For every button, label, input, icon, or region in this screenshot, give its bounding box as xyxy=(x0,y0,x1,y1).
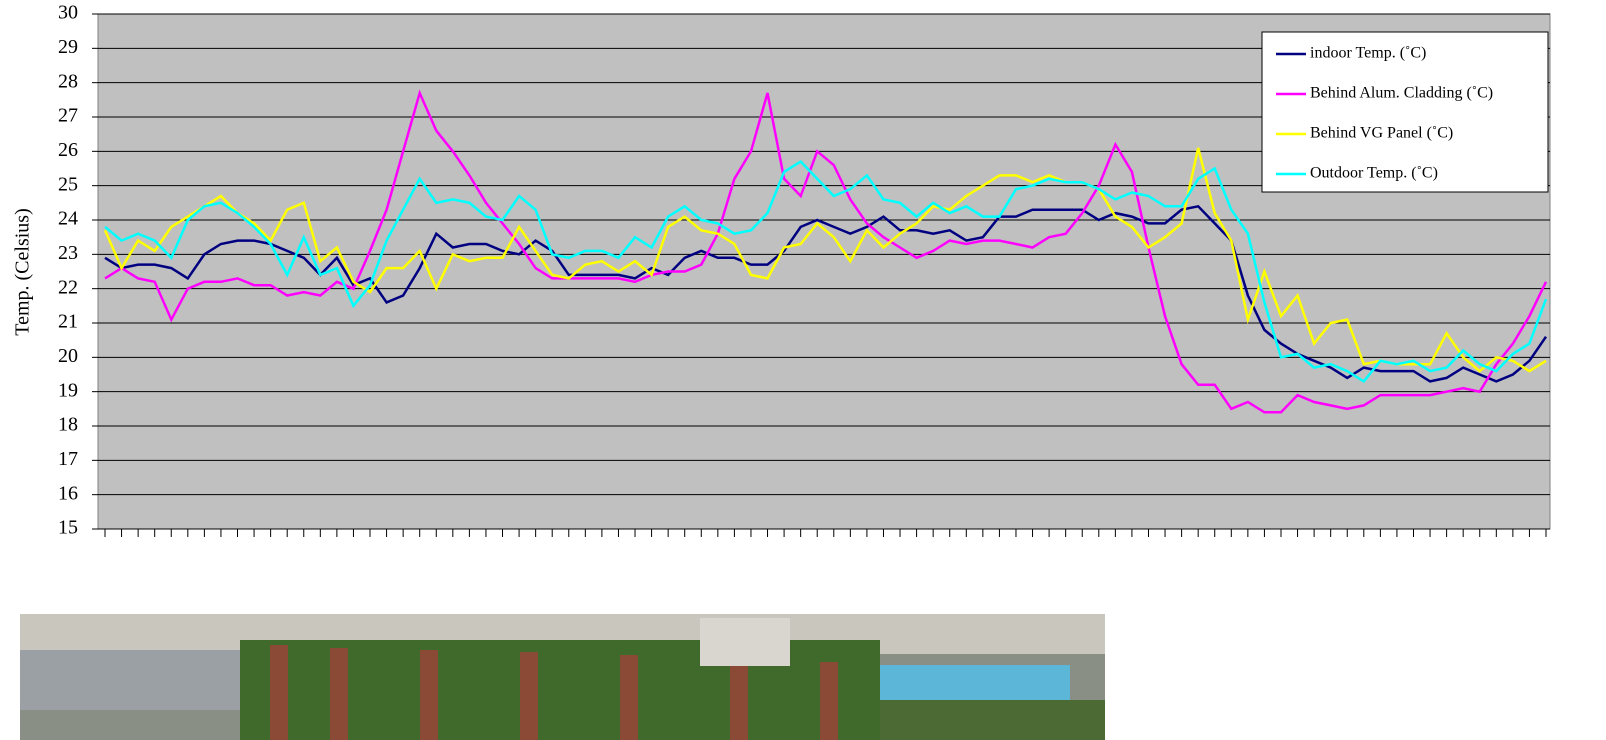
y-tick-label: 26 xyxy=(58,139,78,161)
y-tick-label: 15 xyxy=(58,517,78,539)
legend-label: Outdoor Temp. (˚C) xyxy=(1310,165,1438,182)
legend-label: Behind Alum. Cladding (˚C) xyxy=(1310,85,1493,102)
y-tick-label: 28 xyxy=(58,70,78,92)
series-line xyxy=(104,160,1548,384)
y-tick-label: 22 xyxy=(58,276,78,298)
y-tick-label: 25 xyxy=(58,173,78,195)
photo xyxy=(20,614,1105,740)
legend-label: indoor Temp. (˚C) xyxy=(1310,45,1426,62)
y-tick-label: 27 xyxy=(58,105,78,127)
legend-label: Behind VG Panel (˚C) xyxy=(1310,125,1453,142)
y-tick-label: 20 xyxy=(58,345,78,367)
y-axis-label: Temp. (Celsius) xyxy=(12,208,34,335)
y-tick-label: 17 xyxy=(58,448,78,470)
y-tick-label: 16 xyxy=(58,482,78,504)
y-tick-label: 23 xyxy=(58,242,78,264)
y-tick-label: 18 xyxy=(58,414,78,436)
legend: indoor Temp. (˚C) Behind Alum. Cladding (… xyxy=(1261,31,1549,193)
y-tick-label: 19 xyxy=(58,379,78,401)
y-tick-label: 30 xyxy=(58,2,78,24)
y-tick-label: 24 xyxy=(58,208,78,230)
y-tick-label: 21 xyxy=(58,311,78,333)
y-tick-label: 29 xyxy=(58,36,78,58)
series-line xyxy=(104,204,1548,383)
series-line xyxy=(103,147,1547,373)
legend-box xyxy=(1261,31,1549,193)
